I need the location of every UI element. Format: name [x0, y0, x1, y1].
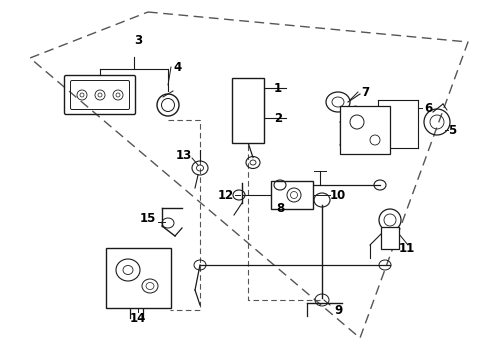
Text: 14: 14 — [130, 311, 146, 324]
Text: 3: 3 — [134, 33, 142, 46]
Text: 1: 1 — [274, 81, 282, 95]
Text: 5: 5 — [448, 123, 456, 136]
Text: 12: 12 — [218, 189, 234, 202]
Text: 13: 13 — [176, 149, 192, 162]
Text: 7: 7 — [361, 86, 369, 99]
Bar — [340, 106, 390, 154]
Text: 6: 6 — [424, 102, 432, 114]
Bar — [271, 181, 313, 209]
Bar — [232, 77, 264, 143]
Text: 9: 9 — [334, 303, 342, 316]
Text: 2: 2 — [274, 112, 282, 125]
Text: 10: 10 — [330, 189, 346, 202]
Text: 11: 11 — [399, 242, 415, 255]
Text: 8: 8 — [276, 202, 284, 215]
Bar — [381, 227, 399, 249]
Bar — [105, 248, 171, 308]
Text: 15: 15 — [140, 212, 156, 225]
Text: 4: 4 — [174, 60, 182, 73]
